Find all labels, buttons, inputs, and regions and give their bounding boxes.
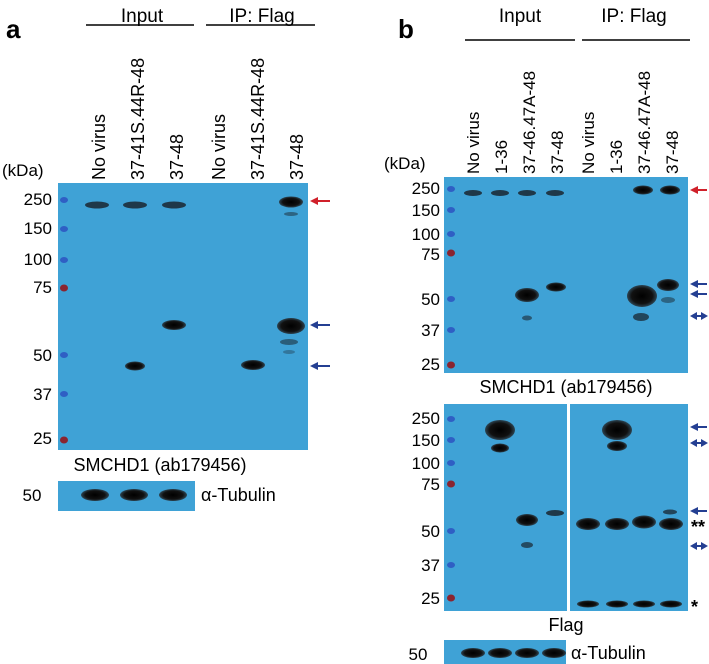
panel-a-tubulin-band xyxy=(159,489,187,501)
panel-a: a Input IP: Flag No virus 37-41S.44R-48 … xyxy=(2,6,330,511)
panel-a-ladder xyxy=(60,197,68,444)
panel-b-bottom-marker-37: 37 xyxy=(421,556,440,575)
panel-b-top-marker-50: 50 xyxy=(421,290,440,309)
blue-left-arrow xyxy=(690,507,707,515)
panel-a-tubulin-band xyxy=(81,489,109,501)
panel-b-top-ladder xyxy=(447,186,455,369)
panel-a-group-input: Input xyxy=(121,6,164,27)
panel-a-lane-2: 37-41S.44R-48 xyxy=(128,58,148,180)
panel-a-marker-50: 50 xyxy=(33,346,52,365)
panel-b-bottom-marker-150: 150 xyxy=(412,431,440,450)
panel-a-blot xyxy=(58,183,308,450)
panel-b-kda-label: (kDa) xyxy=(384,154,426,173)
panel-b-top-bands xyxy=(464,185,680,321)
panel-b-lane-6: 1-36 xyxy=(607,140,626,174)
panel-a-marker-25: 25 xyxy=(33,429,52,448)
blue-left-arrow xyxy=(690,290,707,298)
panel-b-bottom-ladder xyxy=(447,416,455,534)
panel-b-lane-5: No virus xyxy=(579,112,598,174)
panel-a-lane-4: No virus xyxy=(209,114,229,180)
panel-b-letter: b xyxy=(398,14,414,44)
panel-b-top-arrows xyxy=(690,186,708,320)
panel-a-marker-100: 100 xyxy=(24,250,52,269)
blue-left-arrow xyxy=(690,423,707,431)
panel-a-group-ip: IP: Flag xyxy=(229,6,294,27)
red-left-arrow xyxy=(310,197,330,205)
panel-b-bottom-caption: Flag xyxy=(548,615,583,635)
panel-b-lane-1: No virus xyxy=(464,112,483,174)
blue-double-arrow xyxy=(690,312,708,320)
panel-b-top-blot xyxy=(444,177,688,373)
panel-b-asterisk-single: * xyxy=(691,597,698,617)
panel-b-top-marker-37: 37 xyxy=(421,321,440,340)
panel-a-marker-150: 150 xyxy=(24,219,52,238)
panel-a-tubulin-band xyxy=(120,489,148,501)
panel-a-lane-3: 37-48 xyxy=(167,134,187,180)
panel-b-tubulin-band xyxy=(542,648,566,658)
panel-b-lane-4: 37-48 xyxy=(548,131,567,174)
panel-a-letter: a xyxy=(6,14,21,44)
panel-b-lane-3: 37-46.47A-48 xyxy=(520,71,539,174)
panel-a-marker-37: 37 xyxy=(33,385,52,404)
panel-b-ladder-dot xyxy=(447,594,455,602)
panel-b-bottom-marker-75: 75 xyxy=(421,475,440,494)
panel-b-tubulin-marker: 50 xyxy=(409,645,428,664)
blue-left-arrow xyxy=(690,280,707,288)
panel-b-blot-divider xyxy=(567,404,570,559)
panel-a-tubulin-label: α-Tubulin xyxy=(201,485,276,505)
panel-b-light-chain-bands xyxy=(577,600,682,608)
blue-double-arrow xyxy=(690,439,708,447)
panel-b-bottom-marker-250: 250 xyxy=(412,409,440,428)
panel-a-marker-75: 75 xyxy=(33,278,52,297)
panel-b-tubulin-band xyxy=(461,648,485,658)
panel-a-bands xyxy=(85,196,305,371)
panel-b-bottom-marker-50: 50 xyxy=(421,522,440,541)
panel-b-bottom-marker-25: 25 xyxy=(421,589,440,608)
panel-b-lane-2: 1-36 xyxy=(492,140,511,174)
panel-b-top-caption: SMCHD1 (ab179456) xyxy=(479,377,652,397)
panel-b-top-marker-25: 25 xyxy=(421,355,440,374)
panel-b-tubulin-label: α-Tubulin xyxy=(571,643,646,663)
panel-a-marker-250: 250 xyxy=(24,190,52,209)
panel-a-lane-1: No virus xyxy=(89,114,109,180)
blue-left-arrow xyxy=(310,362,330,370)
panel-a-arrows xyxy=(310,197,330,370)
panel-b-tubulin-band xyxy=(488,648,512,658)
panel-b-group-ip: IP: Flag xyxy=(601,6,666,27)
panel-b-lane-8: 37-48 xyxy=(663,131,682,174)
blue-left-arrow xyxy=(310,321,330,329)
panel-b-top-marker-250: 250 xyxy=(412,179,440,198)
panel-b-bottom-blot xyxy=(444,404,688,559)
panel-b-asterisk-double: ** xyxy=(691,517,705,537)
blue-double-arrow xyxy=(690,542,708,550)
panel-a-lane-6: 37-48 xyxy=(287,134,307,180)
panel-b-ladder-dot xyxy=(447,562,455,568)
panel-b-blot-divider-lower xyxy=(567,559,570,611)
panel-b-top-marker-150: 150 xyxy=(412,201,440,220)
panel-a-kda-label: (kDa) xyxy=(2,161,44,180)
panel-b-top-marker-100: 100 xyxy=(412,225,440,244)
red-left-arrow xyxy=(690,186,707,194)
panel-b-bottom-marker-100: 100 xyxy=(412,454,440,473)
panel-a-blot-caption: SMCHD1 (ab179456) xyxy=(73,455,246,475)
panel-b-tubulin-band xyxy=(515,648,539,658)
panel-a-lane-5: 37-41S.44R-48 xyxy=(248,58,268,180)
panel-b-group-input: Input xyxy=(499,6,542,27)
panel-b-bottom-bands xyxy=(485,420,683,548)
panel-b-bottom-arrows xyxy=(690,423,708,550)
panel-a-tubulin-marker: 50 xyxy=(23,486,42,505)
panel-b-lane-7: 37-46.47A-48 xyxy=(635,71,654,174)
panel-b-top-marker-75: 75 xyxy=(421,245,440,264)
panel-b: b Input IP: Flag No virus 1-36 37-46.47A… xyxy=(384,6,708,664)
